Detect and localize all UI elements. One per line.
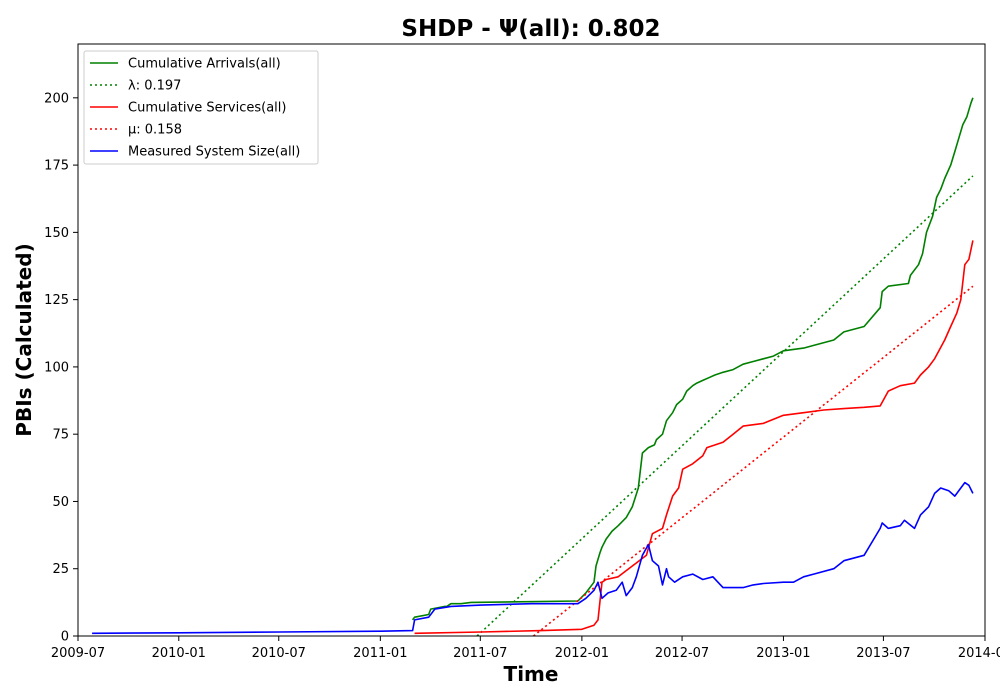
y-tick-label: 50 [52,495,69,510]
x-tick-label: 2013-01 [756,646,810,661]
legend-label: μ: 0.158 [128,123,182,138]
series-line-cumulative-services-all [414,240,974,635]
x-tick-label: 2013-07 [856,646,910,661]
y-tick-label: 125 [44,293,69,308]
y-tick-label: 0 [61,630,69,645]
axes-layer: 2009-07 2010-01 2010-07 2011-01 2011-07 2012-… [44,91,1000,661]
series-layer [92,97,974,636]
y-axis-title: PBIs (Calculated) [12,243,36,436]
series-line-measured-system-size-all [92,481,974,635]
x-tick-label: 2011-07 [453,646,507,661]
plot-frame [77,43,986,637]
x-tick-label: 2012-01 [555,646,609,661]
x-axis-title: Time [504,662,559,686]
legend-frame [83,50,319,165]
series-line-0-158 [533,285,974,636]
x-tick-label: 2010-07 [252,646,306,661]
y-tick-label: 200 [44,91,69,106]
x-tick-label: 2012-07 [655,646,709,661]
legend-label: λ: 0.197 [128,79,181,94]
legend-label: Cumulative Services(all) [128,101,286,116]
x-tick-label: 2011-01 [353,646,407,661]
y-tick-label: 75 [52,428,69,443]
y-tick-label: 150 [44,226,69,241]
legend-label: Cumulative Arrivals(all) [128,57,281,72]
x-tick-label: 2009-07 [51,646,105,661]
legend-label: Measured System Size(all) [128,145,300,160]
series-line-cumulative-arrivals-all [411,97,974,621]
chart-title: SHDP - Ψ(all): 0.802 [401,16,660,42]
legend: Cumulative Arrivals(all) λ: 0.197 Cumulati… [83,50,319,165]
y-tick-label: 100 [44,360,69,375]
x-tick-label: 2014-01 [958,646,1000,661]
x-tick-label: 2010-01 [152,646,206,661]
y-tick-label: 175 [44,159,69,174]
y-tick-label: 25 [52,562,69,577]
